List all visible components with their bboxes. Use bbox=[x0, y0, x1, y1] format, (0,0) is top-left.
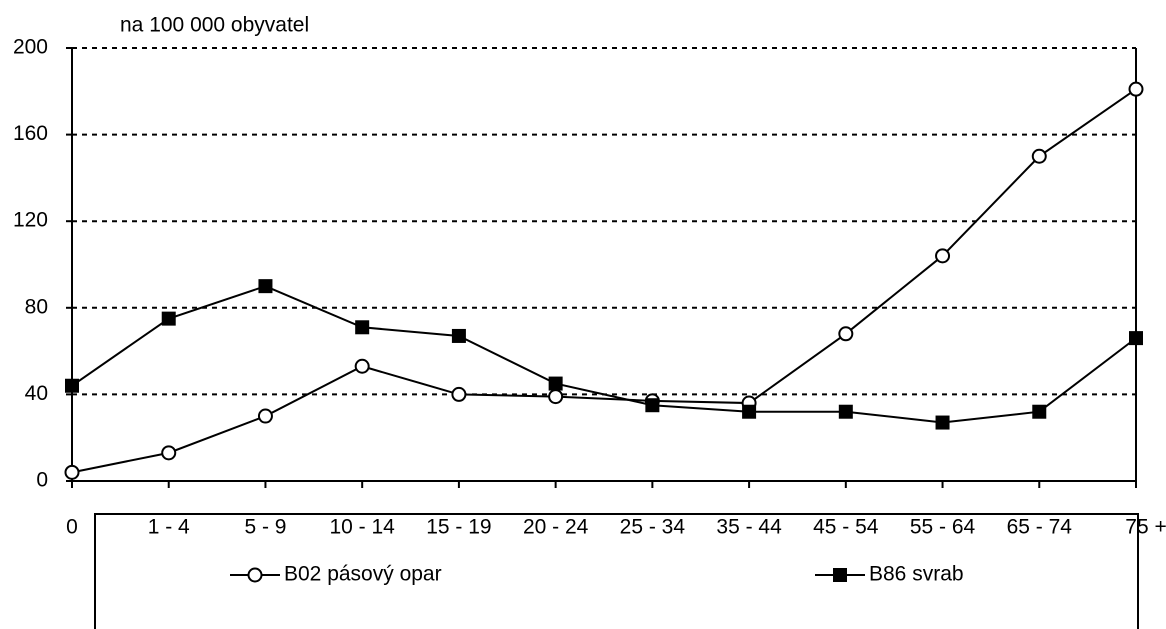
data-point bbox=[161, 445, 177, 461]
y-tick-label: 200 bbox=[13, 36, 48, 59]
data-point bbox=[354, 358, 370, 374]
data-point bbox=[1128, 81, 1144, 97]
data-point bbox=[548, 389, 564, 405]
x-tick-label: 65 - 74 bbox=[1007, 516, 1073, 539]
legend-box bbox=[94, 513, 1139, 629]
x-tick-label: 20 - 24 bbox=[523, 516, 589, 539]
data-point bbox=[257, 408, 273, 424]
y-tick-label: 120 bbox=[13, 209, 48, 232]
data-point bbox=[742, 404, 757, 419]
x-tick-label: 0 bbox=[66, 516, 78, 539]
data-point bbox=[838, 404, 853, 419]
legend-marker bbox=[247, 567, 263, 583]
data-point bbox=[935, 248, 951, 264]
x-tick-label: 55 - 64 bbox=[910, 516, 976, 539]
x-tick-label: 15 - 19 bbox=[426, 516, 491, 539]
x-tick-label: 35 - 44 bbox=[716, 516, 782, 539]
y-tick-label: 160 bbox=[13, 122, 48, 145]
x-tick-label: 25 - 34 bbox=[620, 516, 686, 539]
series-line bbox=[71, 285, 1137, 424]
legend-marker bbox=[833, 568, 847, 582]
data-point bbox=[645, 398, 660, 413]
x-tick-label: 45 - 54 bbox=[813, 516, 879, 539]
x-tick-label: 10 - 14 bbox=[329, 516, 395, 539]
y-tick-label: 40 bbox=[25, 382, 48, 405]
x-tick-label: 1 - 4 bbox=[148, 516, 190, 539]
y-tick-label: 80 bbox=[25, 295, 48, 318]
data-point bbox=[1129, 331, 1143, 346]
y-tick-label: 0 bbox=[36, 469, 48, 492]
data-point bbox=[355, 320, 370, 335]
data-point bbox=[1032, 404, 1047, 419]
data-point bbox=[258, 279, 273, 294]
y-axis-label: na 100 000 obyvatel bbox=[120, 14, 309, 37]
x-tick-label: 5 - 9 bbox=[244, 516, 286, 539]
data-point bbox=[1031, 148, 1047, 164]
data-point bbox=[64, 464, 80, 480]
data-point bbox=[935, 415, 950, 430]
data-point bbox=[451, 386, 467, 402]
series-line bbox=[71, 88, 1137, 474]
data-point bbox=[838, 326, 854, 342]
data-point bbox=[451, 328, 466, 343]
x-tick-label: 75 + bbox=[1125, 516, 1166, 539]
data-point bbox=[65, 378, 79, 393]
legend-label: B86 svrab bbox=[869, 563, 964, 586]
data-point bbox=[548, 376, 563, 391]
data-point bbox=[161, 311, 176, 326]
legend-label: B02 pásový opar bbox=[284, 563, 442, 586]
